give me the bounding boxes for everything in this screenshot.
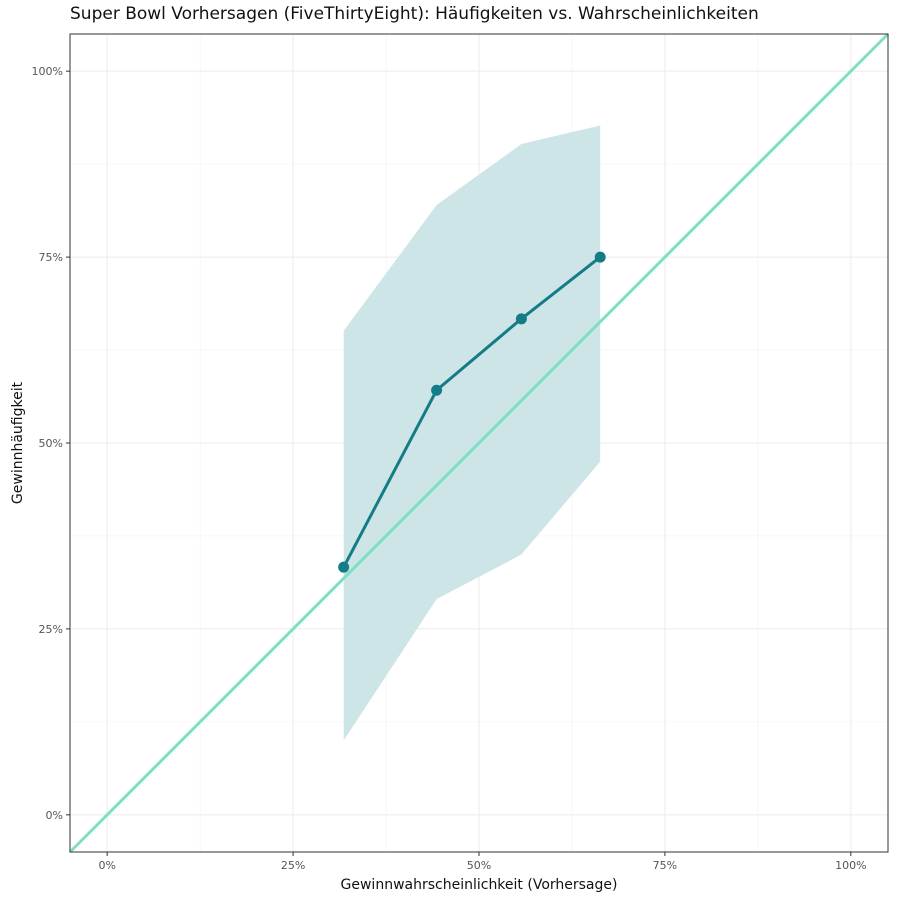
data-point [338, 561, 350, 573]
diagonal-reference-line [68, 32, 890, 854]
confidence-band [343, 125, 601, 741]
data-point [515, 313, 527, 325]
x-tick-label: 50% [467, 859, 491, 872]
y-tick-label: 25% [39, 623, 63, 636]
chart-title: Super Bowl Vorhersagen (FiveThirtyEight)… [70, 4, 759, 24]
y-tick-label: 100% [32, 65, 63, 78]
x-axis-title: Gewinnwahrscheinlichkeit (Vorhersage) [341, 877, 618, 893]
data-points [338, 251, 606, 573]
x-tick-label: 0% [98, 859, 115, 872]
y-tick-label: 75% [39, 251, 63, 264]
x-tick-label: 25% [281, 859, 305, 872]
y-axis-title: Gewinnhäufigkeit [10, 381, 26, 504]
y-axis: 0% 25% 50% 75% 100% [32, 65, 70, 822]
data-point [594, 251, 606, 263]
data-point [431, 384, 443, 396]
series-line [342, 255, 602, 568]
y-tick-label: 0% [46, 809, 63, 822]
x-tick-label: 100% [835, 859, 866, 872]
y-tick-label: 50% [39, 437, 63, 450]
x-axis: 0% 25% 50% 75% 100% [98, 852, 867, 872]
x-tick-label: 75% [653, 859, 677, 872]
